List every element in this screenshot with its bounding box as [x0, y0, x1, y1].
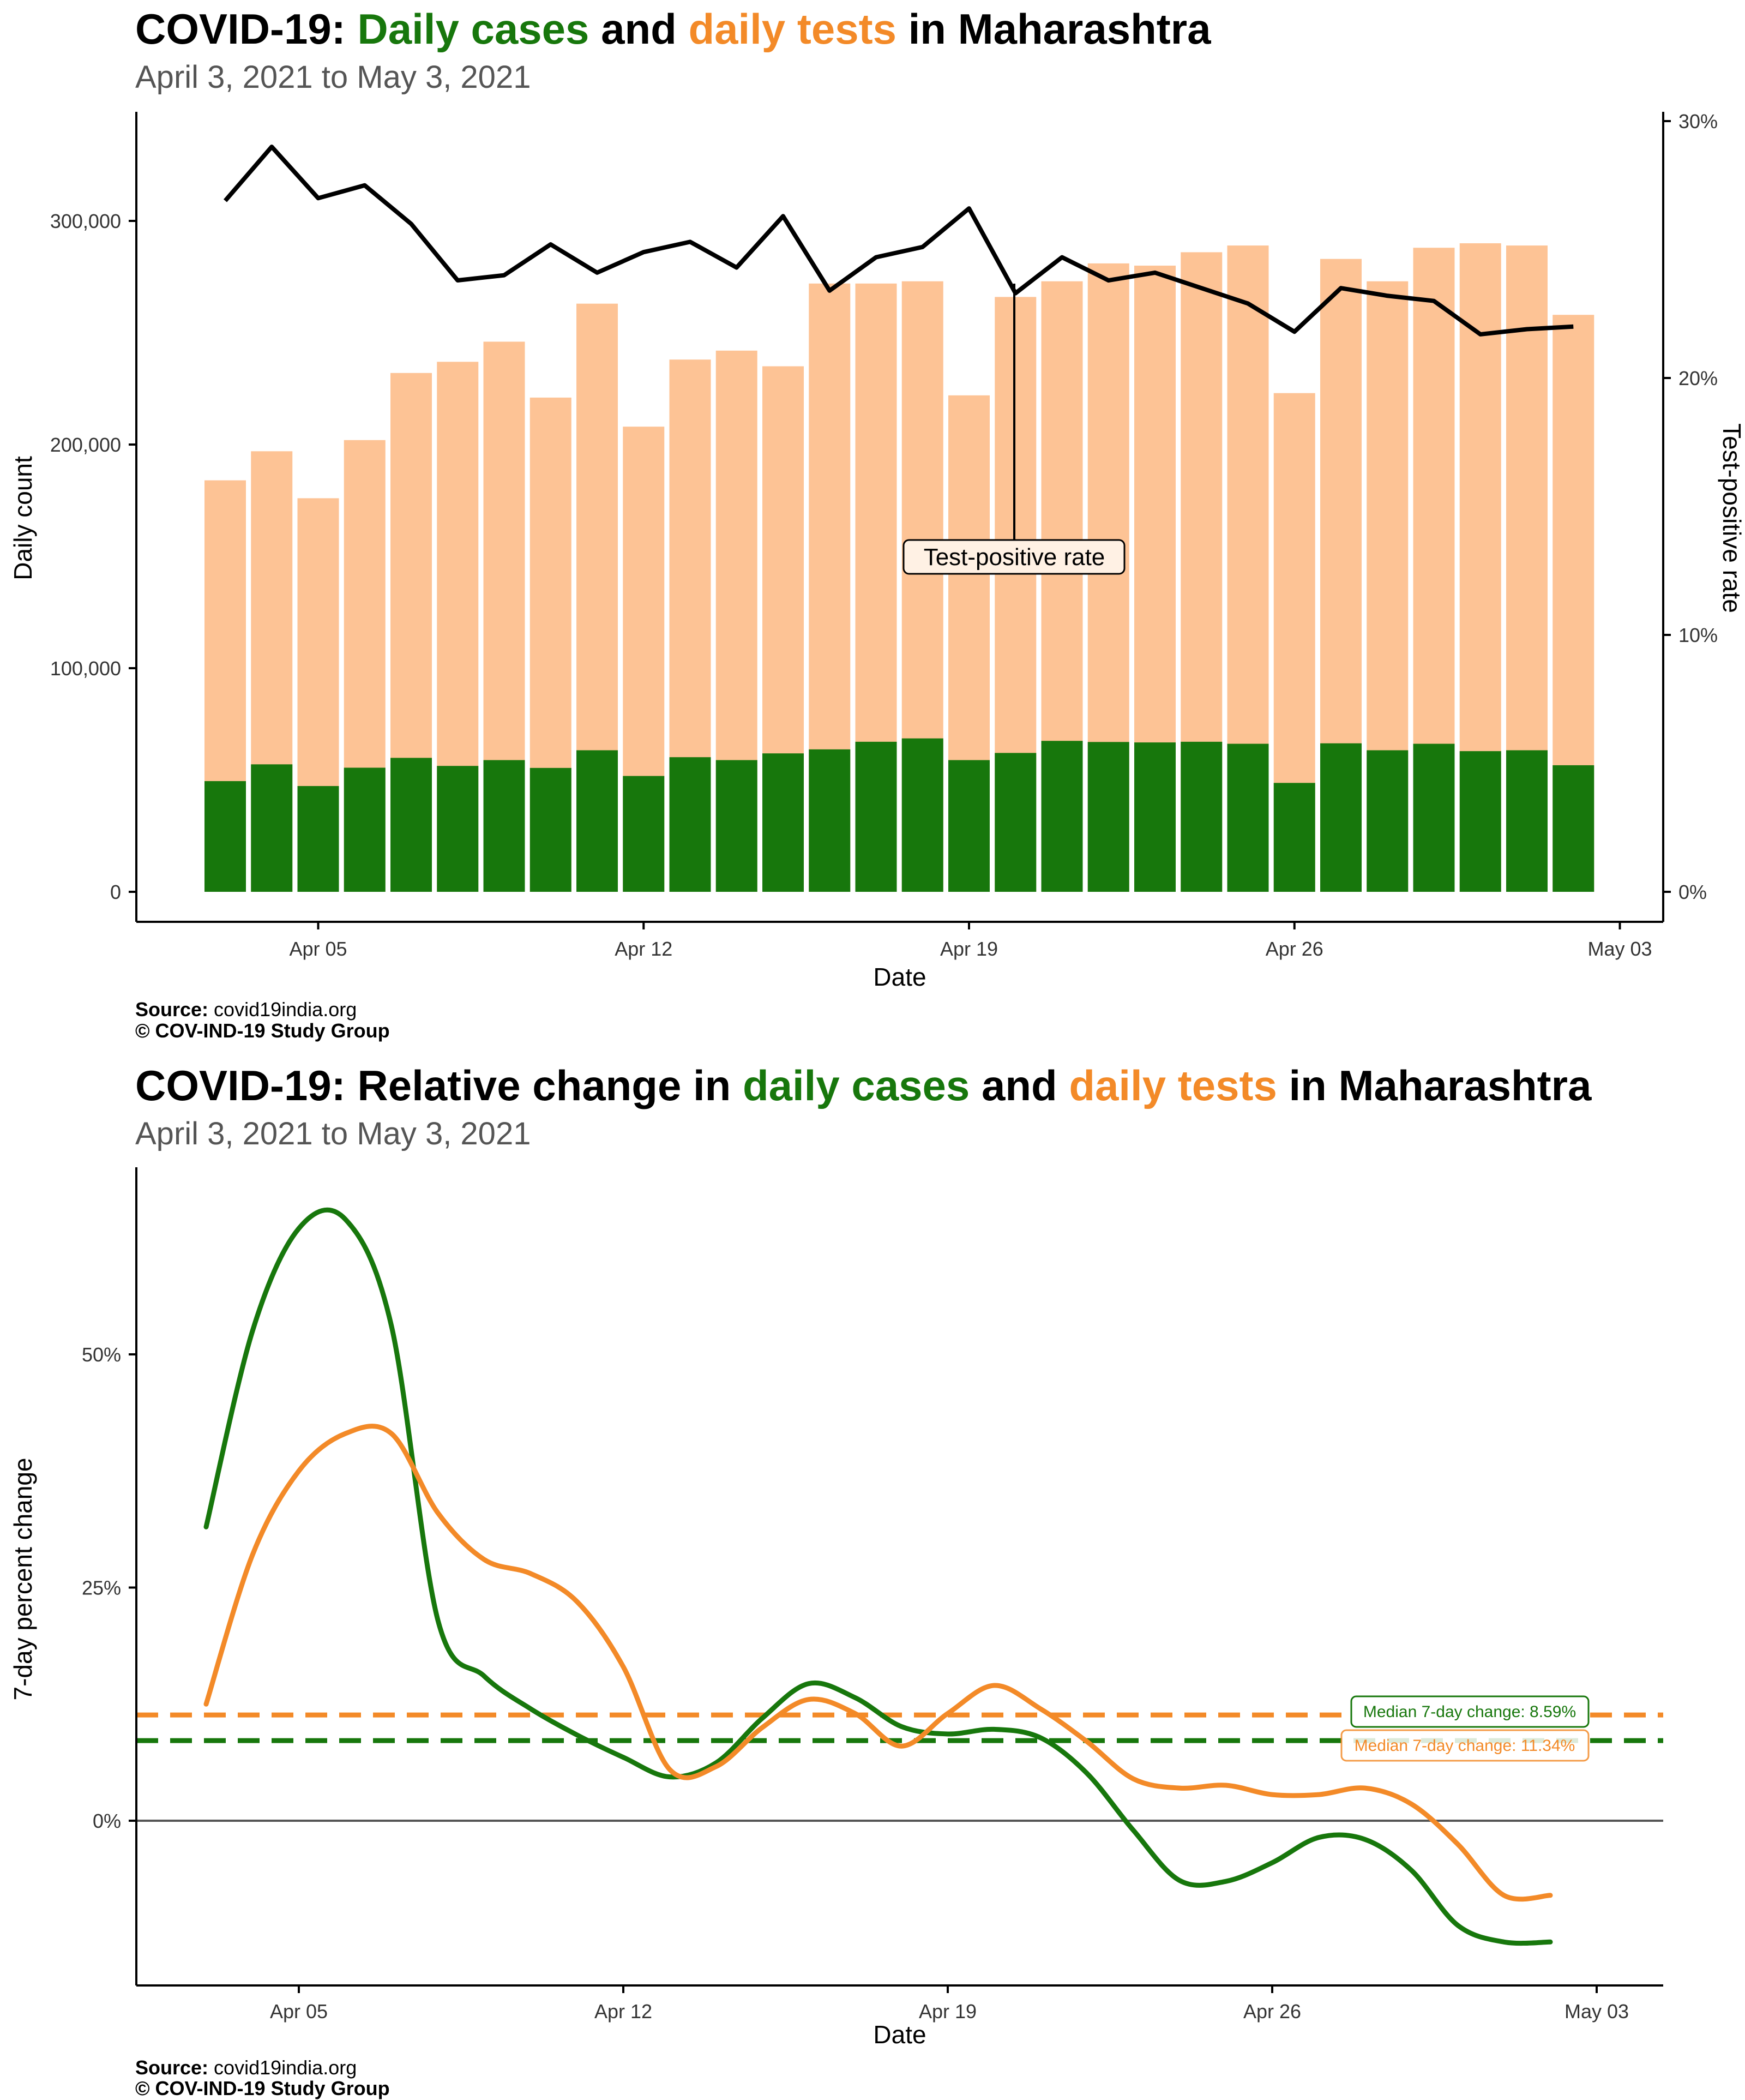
- x-tick-label: Apr 05: [270, 2000, 328, 2023]
- cases-bar: [901, 738, 943, 892]
- cases-bar: [1413, 743, 1455, 892]
- chart1-source: Source: covid19india.org: [135, 998, 357, 1021]
- cases-bar: [715, 760, 757, 892]
- x-tick-label: Apr 19: [919, 2000, 977, 2023]
- cases-bar: [529, 767, 571, 892]
- x-tick-label: Apr 19: [940, 938, 998, 960]
- y-tick-label: 0: [110, 881, 121, 903]
- y-right-tick-label: 20%: [1678, 367, 1718, 389]
- cases-bar: [1553, 765, 1594, 892]
- x-tick-label: Apr 12: [615, 938, 672, 960]
- x-tick-label: Apr 05: [289, 938, 347, 960]
- cases-bar: [1273, 783, 1315, 892]
- chart1-plot: 0 100,000 200,000 300,000 0% 10% 20% 30% Apr 0…: [9, 110, 1745, 991]
- chart1-x-ticks: Apr 05 Apr 12 Apr 19 Apr 26 May 03: [289, 922, 1652, 960]
- y-right-tick-label: 30%: [1678, 110, 1718, 133]
- cases-bar: [204, 781, 246, 892]
- x-tick-label: May 03: [1565, 2000, 1629, 2023]
- chart2-title: COVID-19: Relative change in daily cases…: [135, 1061, 1592, 1109]
- chart1-title: COVID-19: Daily cases and daily tests in…: [135, 5, 1211, 53]
- cases-bar: [483, 760, 525, 892]
- cases-bar: [390, 758, 432, 892]
- chart1-bars: [204, 243, 1594, 892]
- cases-bar: [1041, 741, 1083, 892]
- chart2-y-label: 7-day percent change: [9, 1458, 37, 1701]
- cases-bar: [1320, 743, 1362, 892]
- median-cases-label-box: [1350, 1695, 1590, 1728]
- cases-bar: [437, 766, 479, 892]
- median-tests-label-box: [1340, 1729, 1590, 1762]
- y-tick-label: 50%: [82, 1343, 121, 1366]
- y-tick-label: 200,000: [50, 434, 121, 456]
- chart1-y-right-ticks: 0% 10% 20% 30%: [1663, 110, 1718, 903]
- y-tick-label: 25%: [82, 1577, 121, 1599]
- cases-bar: [297, 786, 339, 892]
- chart1-x-label: Date: [873, 963, 926, 991]
- cases-bar: [1134, 742, 1176, 892]
- y-tick-label: 0%: [93, 1810, 121, 1832]
- cases-bar: [855, 741, 897, 892]
- x-tick-label: Apr 26: [1266, 938, 1323, 960]
- y-right-tick-label: 10%: [1678, 624, 1718, 646]
- cases-bar: [576, 750, 618, 892]
- chart1-y-right-label: Test-positive rate: [1718, 423, 1745, 613]
- x-tick-label: May 03: [1587, 938, 1652, 960]
- tests-change-line: [203, 1424, 1553, 1902]
- cases-change-line: [203, 1207, 1553, 1946]
- annotation-box: [902, 539, 1126, 575]
- cases-bar: [1367, 750, 1409, 892]
- cases-bar: [948, 760, 990, 892]
- chart1-y-ticks: 0 100,000 200,000 300,000: [50, 210, 136, 903]
- cases-bar: [1506, 750, 1548, 892]
- median-tests-label: Median 7-day change: 11.34%: [1355, 1737, 1575, 1755]
- y-tick-label: 100,000: [50, 657, 121, 680]
- y-tick-label: 300,000: [50, 210, 121, 232]
- x-tick-label: Apr 12: [594, 2000, 652, 2023]
- cases-bar: [1459, 751, 1501, 892]
- cases-bar: [809, 749, 851, 892]
- cases-bar: [1227, 743, 1269, 892]
- chart1-subtitle: April 3, 2021 to May 3, 2021: [135, 59, 531, 95]
- cases-bar: [344, 767, 386, 892]
- median-cases-label: Median 7-day change: 8.59%: [1363, 1703, 1576, 1721]
- y-right-tick-label: 0%: [1678, 881, 1707, 903]
- cases-bar: [669, 757, 711, 892]
- chart1-y-label: Daily count: [9, 456, 37, 580]
- annotation-label: Test-positive rate: [924, 544, 1105, 571]
- cases-bar: [251, 764, 293, 892]
- chart1-copyright: © COV-IND-19 Study Group: [135, 1019, 390, 1042]
- cases-bar: [623, 776, 665, 892]
- chart2-x-label: Date: [873, 2020, 926, 2049]
- cases-bar: [762, 753, 804, 892]
- chart2-x-ticks: Apr 05 Apr 12 Apr 19 Apr 26 May 03: [270, 1985, 1629, 2023]
- cases-bar: [1181, 741, 1223, 892]
- chart2-subtitle: April 3, 2021 to May 3, 2021: [135, 1116, 531, 1151]
- cases-bar: [1087, 742, 1129, 892]
- chart2-source: Source: covid19india.org: [135, 2056, 357, 2079]
- chart2-copyright: © COV-IND-19 Study Group: [135, 2077, 390, 2099]
- chart1-tpr-line: [223, 145, 1574, 337]
- x-tick-label: Apr 26: [1243, 2000, 1301, 2023]
- tpr-line: [223, 145, 1574, 337]
- cases-bar: [995, 753, 1037, 892]
- chart2-y-ticks: 0% 25% 50%: [82, 1343, 136, 1832]
